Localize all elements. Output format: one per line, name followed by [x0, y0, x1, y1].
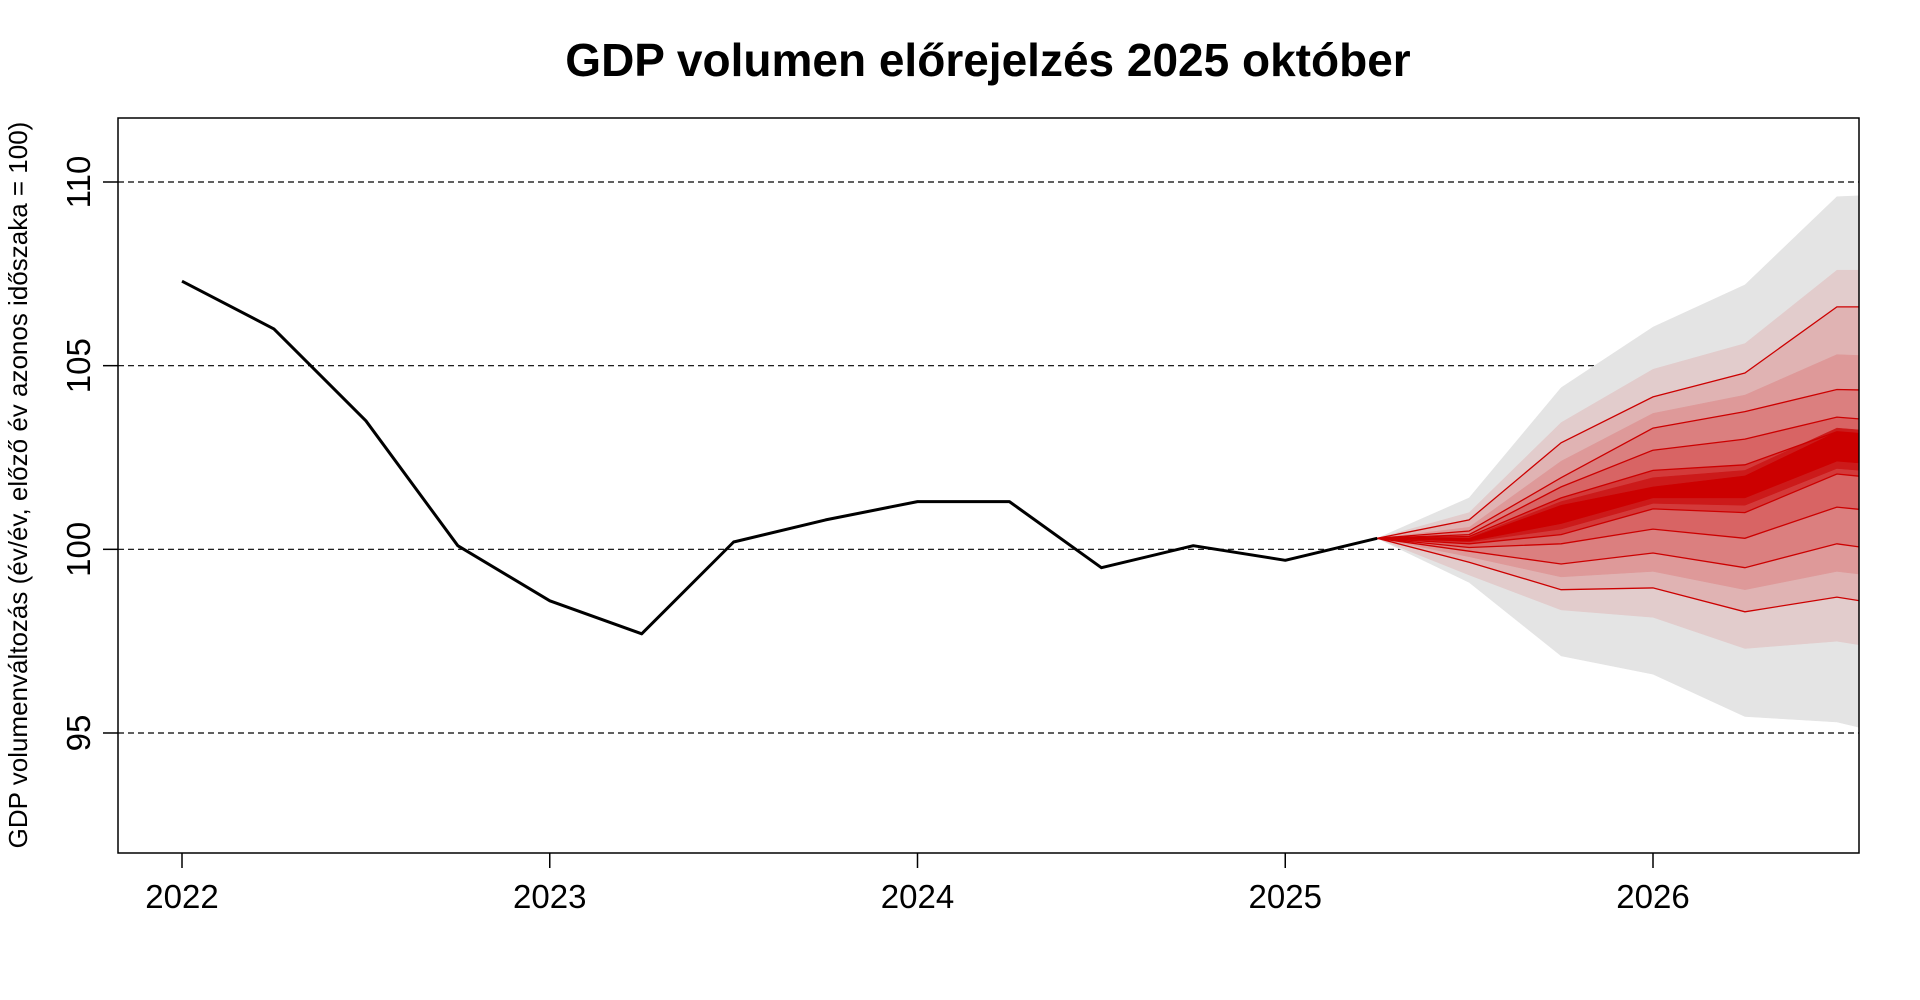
- y-tick-label: 95: [60, 715, 97, 752]
- band-6-upper-line: [1377, 431, 1859, 539]
- y-axis: 95 100 105 110: [60, 156, 118, 752]
- y-tick-label: 110: [60, 156, 97, 209]
- y-tick-label: 105: [60, 338, 97, 393]
- band-6-lower-line: [1377, 473, 1859, 545]
- forecast-fan: [1376, 195, 1859, 728]
- plot-frame: [117, 117, 1860, 854]
- band-4-upper-line: [1377, 388, 1859, 539]
- band-2-lower-line: [1377, 537, 1859, 613]
- history-series: [181, 279, 1378, 636]
- y-tick-label: 100: [60, 522, 97, 577]
- chart-title: GDP volumen előrejelzés 2025 október: [565, 34, 1410, 86]
- x-tick-label: 2024: [881, 878, 954, 915]
- history-line: [181, 279, 1378, 636]
- band-5-lower-line: [1377, 506, 1859, 549]
- x-axis: 2022 2023 2024 2025 2026: [145, 853, 1690, 915]
- x-tick-label: 2026: [1616, 878, 1689, 915]
- band-5-upper-line: [1377, 416, 1859, 539]
- band-2-upper-line: [1377, 306, 1859, 539]
- band-core: [1377, 431, 1859, 542]
- y-axis-title: GDP volumenváltozás (év/év, előző év azo…: [3, 122, 33, 849]
- band-4-lower-line: [1377, 537, 1859, 569]
- x-tick-label: 2025: [1249, 878, 1322, 915]
- x-tick-label: 2023: [513, 878, 586, 915]
- x-tick-label: 2022: [145, 878, 218, 915]
